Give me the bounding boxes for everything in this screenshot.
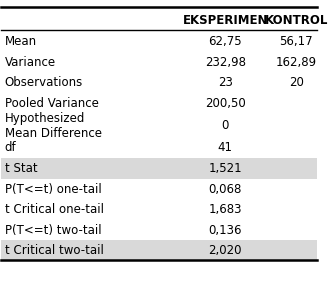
- Text: 1,521: 1,521: [208, 162, 242, 175]
- Text: 20: 20: [289, 76, 304, 89]
- Text: 23: 23: [218, 76, 233, 89]
- FancyBboxPatch shape: [1, 240, 317, 261]
- Text: Variance: Variance: [5, 56, 56, 69]
- Text: EKSPERIMEN: EKSPERIMEN: [182, 14, 268, 27]
- Text: KONTROL: KONTROL: [264, 14, 328, 27]
- Text: 0: 0: [221, 119, 229, 132]
- Text: 0,068: 0,068: [208, 183, 242, 196]
- Text: 1,683: 1,683: [208, 203, 242, 216]
- Text: Hypothesized
Mean Difference: Hypothesized Mean Difference: [5, 112, 102, 140]
- Text: t Stat: t Stat: [5, 162, 37, 175]
- Text: 2,020: 2,020: [208, 244, 242, 257]
- Text: t Critical one-tail: t Critical one-tail: [5, 203, 104, 216]
- Text: P(T<=t) one-tail: P(T<=t) one-tail: [5, 183, 101, 196]
- Text: 62,75: 62,75: [208, 35, 242, 48]
- Text: 232,98: 232,98: [205, 56, 246, 69]
- Text: Observations: Observations: [5, 76, 83, 89]
- Text: t Critical two-tail: t Critical two-tail: [5, 244, 104, 257]
- Text: 0,136: 0,136: [208, 224, 242, 237]
- Text: P(T<=t) two-tail: P(T<=t) two-tail: [5, 224, 101, 237]
- Text: df: df: [5, 141, 16, 154]
- Text: 41: 41: [218, 141, 233, 154]
- Text: 56,17: 56,17: [279, 35, 313, 48]
- Text: Pooled Variance: Pooled Variance: [5, 97, 99, 110]
- FancyBboxPatch shape: [1, 158, 317, 179]
- Text: Mean: Mean: [5, 35, 37, 48]
- Text: 162,89: 162,89: [276, 56, 317, 69]
- Text: 200,50: 200,50: [205, 97, 246, 110]
